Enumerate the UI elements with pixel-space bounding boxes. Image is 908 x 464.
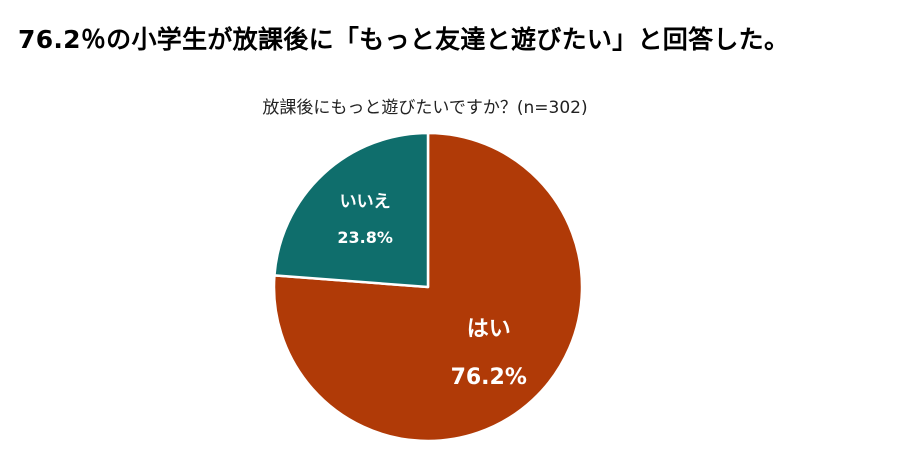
pie-slice-1 (273, 131, 430, 289)
slice-value-1: 23.8% (337, 228, 393, 247)
headline: 76.2％の小学生が放課後に「もっと友達と遊びたい」と回答した。 (18, 25, 790, 54)
pie-slice-0 (272, 131, 584, 443)
slice-value-0: 76.2% (451, 365, 527, 390)
slice-label-1: いいえ (340, 192, 391, 212)
chart-title: 放課後にもっと遊びたいですか？(n=302) (262, 98, 588, 118)
slice-label-0: はい (467, 317, 511, 342)
